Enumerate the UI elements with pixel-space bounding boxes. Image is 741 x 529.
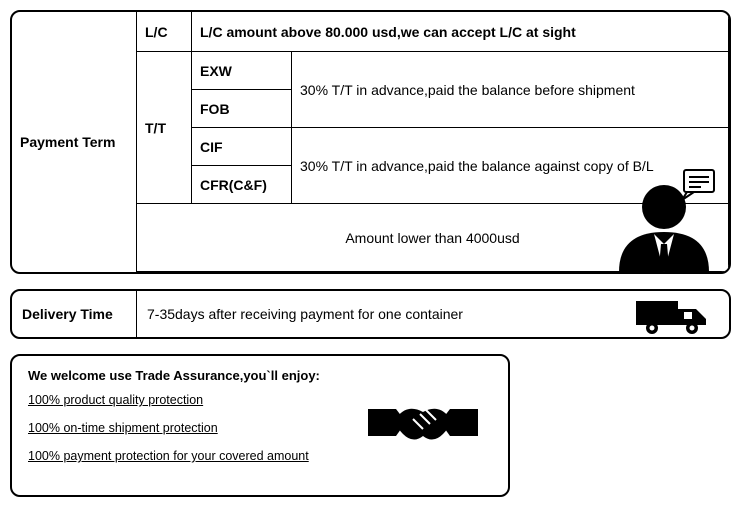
cif-cell: CIF <box>192 128 292 166</box>
tt-header: T/T <box>137 52 192 204</box>
businessman-icon <box>609 162 719 272</box>
payment-term-label: Payment Term <box>12 12 137 272</box>
handshake-icon <box>368 374 478 469</box>
fob-cell: FOB <box>192 90 292 128</box>
cfr-cell: CFR(C&F) <box>192 166 292 204</box>
delivery-time-panel: Delivery Time 7-35days after receiving p… <box>10 289 731 339</box>
trade-assurance-panel: We welcome use Trade Assurance,you`ll en… <box>10 354 510 497</box>
lc-text: L/C amount above 80.000 usd,we can accep… <box>192 12 729 52</box>
exw-cell: EXW <box>192 52 292 90</box>
tt-advance-text-1: 30% T/T in advance,paid the balance befo… <box>292 52 729 128</box>
lc-header: L/C <box>137 12 192 52</box>
delivery-time-label: Delivery Time <box>12 291 137 337</box>
payment-term-panel: Payment Term L/C L/C amount above 80.000… <box>10 10 731 274</box>
truck-icon <box>634 295 714 337</box>
